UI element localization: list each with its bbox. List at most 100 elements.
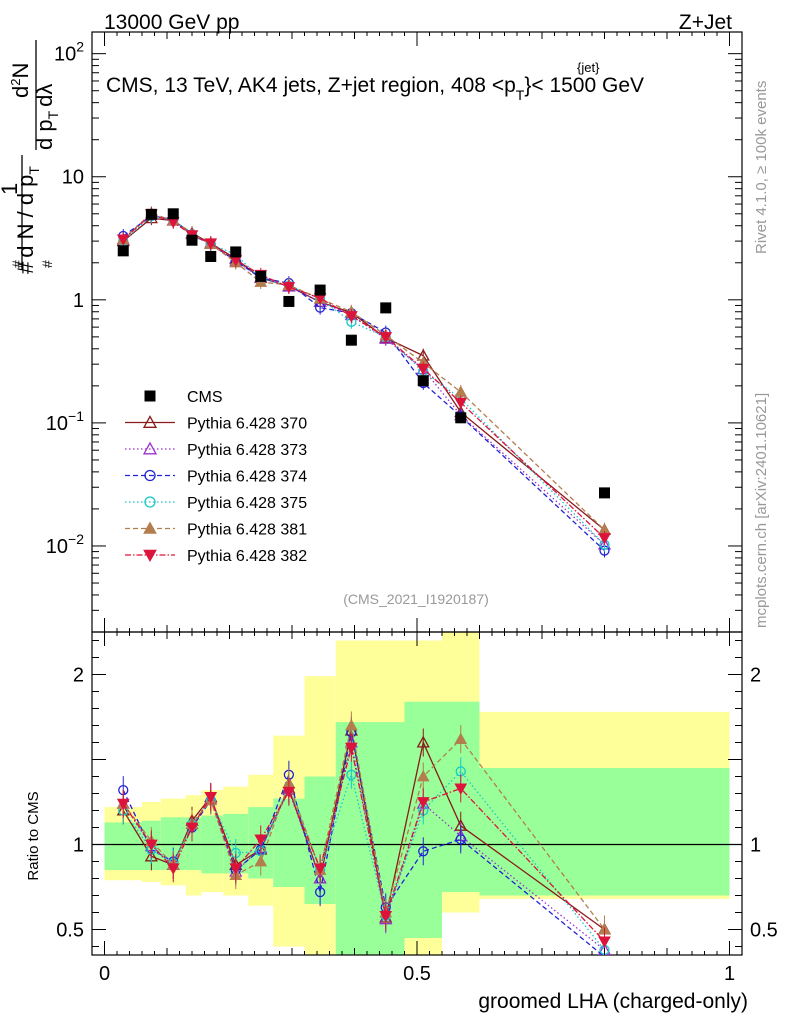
marker-circle — [144, 496, 156, 508]
data-point-cms — [455, 412, 467, 424]
marker-triangle-down — [379, 332, 393, 344]
main-ylabel: #d N / d pT # 1 d pTdλ d2N # — [0, 40, 61, 274]
series-line-ratio — [122, 725, 606, 930]
marker-circle — [455, 834, 466, 845]
legend-item: Pythia 6.428 370 — [125, 415, 307, 433]
plot-title-main: CMS, 13 TeV, AK4 jets, Z+jet region, 408… — [106, 74, 516, 97]
series-line-main — [122, 215, 605, 546]
marker-triangle — [416, 735, 430, 748]
band-green — [479, 768, 730, 896]
marker-triangle-down — [313, 863, 327, 875]
legend-label: Pythia 6.428 375 — [187, 495, 307, 512]
legend-item: Pythia 6.428 374 — [125, 469, 307, 486]
uncertainty-bands — [104, 632, 730, 955]
x-tick-label: 0 — [99, 963, 110, 985]
data-point-cms — [145, 208, 157, 220]
marker-triangle-filled — [143, 521, 157, 534]
x-tick-label: 1 — [724, 963, 735, 985]
main-ylabel-hash: # — [13, 261, 38, 274]
series-line-ratio — [122, 732, 604, 955]
y-tick-label: 10−1 — [46, 408, 84, 435]
x-axis-label: groomed LHA (charged-only) — [478, 990, 748, 1013]
ratio-tick-label-left: 2 — [73, 665, 84, 687]
ratio-tick-label-left: 0.5 — [56, 920, 84, 942]
legend-item: Pythia 6.428 375 — [125, 495, 307, 512]
data-point-cms — [314, 284, 326, 296]
y-tick-label: 1 — [73, 290, 84, 312]
legend-label: Pythia 6.428 382 — [187, 548, 307, 565]
data-point-cms — [255, 270, 267, 282]
marker-circle — [314, 886, 326, 898]
legend-label: Pythia 6.428 370 — [187, 416, 307, 433]
analysis-id: (CMS_2021_I1920187) — [343, 591, 489, 607]
series-line-ratio — [122, 770, 606, 951]
data-point-cms — [230, 246, 242, 258]
main-plot-frame — [91, 31, 743, 633]
marker-circle — [346, 769, 357, 780]
legend-item: Pythia 6.428 373 — [125, 441, 307, 459]
ratio-tick-label-right: 0.5 — [750, 920, 778, 942]
legend-label: CMS — [187, 389, 223, 406]
series-5 — [116, 207, 611, 955]
side-label-bottom: mcplots.cern.ch [arXiv:2401.10621] — [753, 393, 770, 628]
plot-title: CMS, 13 TeV, AK4 jets, Z+jet region, 408… — [106, 74, 644, 103]
marker-triangle-down — [254, 834, 268, 846]
series-layer — [116, 206, 612, 956]
marker-triangle-down — [598, 533, 611, 545]
marker-triangle-down — [143, 549, 157, 563]
marker-triangle-down — [116, 798, 130, 811]
band-green — [185, 817, 202, 870]
legend-label: Pythia 6.428 374 — [187, 469, 307, 486]
data-point-cms — [117, 245, 129, 257]
series-line-ratio — [122, 747, 605, 942]
plot-title-sup: {jet} — [577, 60, 600, 75]
marker-triangle-down — [185, 822, 199, 835]
marker-circle — [418, 846, 429, 857]
legend-item: Pythia 6.428 381 — [125, 521, 307, 539]
marker-triangle-down — [454, 783, 468, 795]
main-ylabel-text: d N / d p — [13, 175, 38, 258]
marker-triangle-down — [229, 863, 243, 875]
series-line-main — [122, 214, 605, 546]
legend: CMS Pythia 6.428 370 Pythia 6.428 373 Pythi… — [125, 389, 307, 565]
data-point-cms — [380, 302, 392, 314]
series-line-main — [122, 213, 605, 539]
legend-label: Pythia 6.428 373 — [187, 442, 307, 459]
svg-text:#: # — [39, 260, 55, 268]
data-point-cms — [417, 375, 429, 387]
x-tick-label: 0.5 — [403, 963, 431, 985]
marker-triangle-down — [416, 363, 430, 376]
marker-triangle-filled — [454, 732, 468, 744]
side-label-top: Rivet 4.1.0, ≥ 100k events — [753, 81, 770, 254]
legend-label: Pythia 6.428 381 — [187, 522, 307, 539]
marker-triangle-down — [345, 311, 358, 323]
y-tick-label: 10−2 — [46, 531, 84, 558]
marker-triangle — [142, 415, 158, 428]
process-label: Z+Jet — [679, 11, 732, 34]
data-point-cms — [283, 295, 295, 307]
main-frame-box — [91, 31, 743, 633]
marker-triangle-down — [204, 792, 218, 804]
svg-text:1: 1 — [0, 183, 22, 195]
legend-item: Pythia 6.428 382 — [125, 548, 307, 565]
marker-triangle-filled — [254, 854, 268, 867]
data-point-cms — [599, 487, 610, 499]
ratio-ylabel: Ratio to CMS — [25, 791, 42, 880]
marker-triangle-down — [204, 238, 218, 250]
marker-triangle-down — [145, 839, 158, 852]
data-point-cms — [345, 334, 357, 346]
y-tick-label: 10 — [62, 167, 84, 189]
data-point-cms — [186, 234, 198, 246]
marker-triangle-down — [345, 742, 358, 755]
marker-triangle-filled — [454, 385, 468, 397]
ratio-tick-label-right: 2 — [750, 665, 761, 687]
marker-triangle-down — [598, 936, 611, 948]
marker-triangle-filled — [345, 718, 358, 731]
marker-square — [144, 390, 156, 402]
svg-text:#d N / d pT: #d N / d pT — [13, 166, 42, 274]
marker-triangle-down — [282, 786, 296, 799]
ratio-tick-label-right: 1 — [750, 835, 761, 857]
y-tick-label: 102 — [54, 39, 84, 66]
ratio-tick-label-left: 1 — [73, 835, 84, 857]
